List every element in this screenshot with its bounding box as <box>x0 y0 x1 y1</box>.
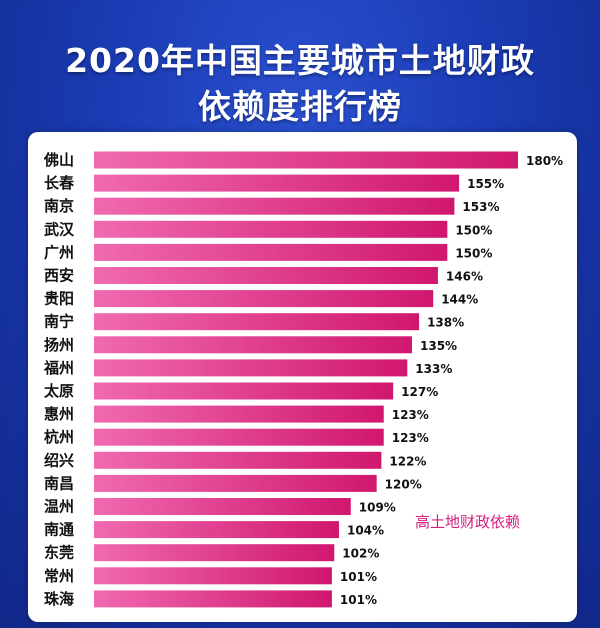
bar <box>94 405 384 423</box>
bar <box>94 590 332 608</box>
value-label: 135% <box>420 339 457 353</box>
category-label: 长春 <box>44 174 74 192</box>
category-label: 南京 <box>44 197 74 215</box>
value-label: 153% <box>462 200 499 214</box>
chart-title-line1: 2020年中国主要城市土地财政 <box>65 41 535 80</box>
value-label: 120% <box>385 477 422 491</box>
bar <box>94 498 351 515</box>
bar <box>94 151 518 169</box>
annotation-label: 高土地财政依赖 <box>415 513 520 531</box>
bar <box>94 382 394 400</box>
category-label: 绍兴 <box>44 451 74 469</box>
category-label: 东莞 <box>44 544 74 562</box>
value-label: 101% <box>340 593 377 607</box>
category-label: 杭州 <box>44 428 74 446</box>
bar <box>94 174 460 192</box>
value-label: 150% <box>455 223 492 237</box>
category-label: 常州 <box>44 567 74 585</box>
bar <box>94 197 455 215</box>
value-label: 144% <box>441 293 478 307</box>
value-label: 102% <box>342 547 379 561</box>
bar <box>94 567 332 585</box>
category-label: 西安 <box>44 267 74 285</box>
category-label: 温州 <box>44 498 74 516</box>
bar <box>94 267 438 284</box>
category-label: 广州 <box>44 243 74 261</box>
chart-title-line2: 依赖度排行榜 <box>198 87 402 126</box>
value-label: 122% <box>389 454 426 468</box>
category-label: 惠州 <box>44 405 74 423</box>
value-label: 123% <box>392 408 429 422</box>
category-label: 南昌 <box>44 474 74 492</box>
bar <box>94 474 377 492</box>
category-label: 南通 <box>44 521 74 539</box>
value-label: 109% <box>359 501 396 515</box>
value-label: 180% <box>526 154 563 168</box>
value-label: 150% <box>455 246 492 260</box>
bar <box>94 290 434 308</box>
category-label: 扬州 <box>44 336 74 354</box>
bar <box>94 359 408 377</box>
category-label: 贵阳 <box>44 290 74 308</box>
bar <box>94 451 382 469</box>
bar <box>94 243 448 261</box>
bar <box>94 521 339 539</box>
category-label: 佛山 <box>43 151 74 169</box>
value-label: 133% <box>415 362 452 376</box>
value-label: 123% <box>392 431 429 445</box>
bar <box>94 544 335 562</box>
category-label: 武汉 <box>44 220 75 238</box>
value-label: 127% <box>401 385 438 399</box>
value-label: 101% <box>340 570 377 584</box>
category-label: 福州 <box>43 359 74 377</box>
category-label: 太原 <box>44 382 74 400</box>
bar <box>94 220 448 238</box>
value-label: 104% <box>347 524 384 538</box>
category-label: 珠海 <box>44 590 74 608</box>
bar <box>94 336 412 354</box>
bar <box>94 428 384 446</box>
value-label: 138% <box>427 316 464 330</box>
value-label: 146% <box>446 270 483 284</box>
category-label: 南宁 <box>44 313 74 331</box>
bar <box>94 313 420 331</box>
value-label: 155% <box>467 177 504 191</box>
